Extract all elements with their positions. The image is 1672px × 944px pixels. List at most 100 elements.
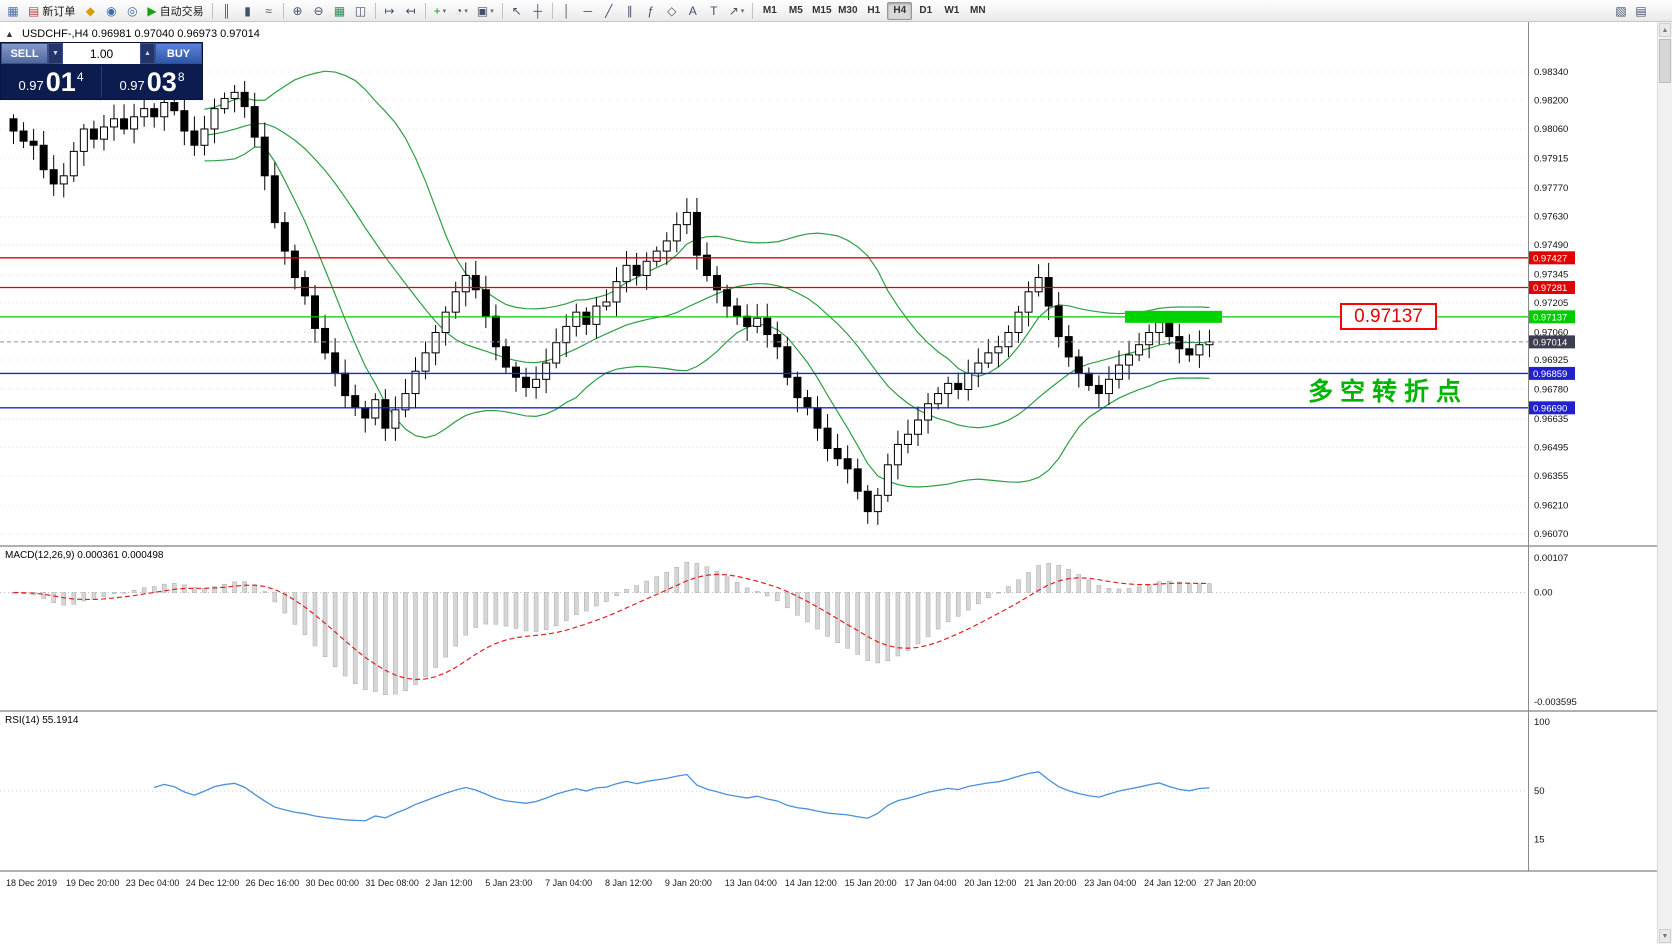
candlestick-chart-icon[interactable]: ▮ — [244, 3, 251, 18]
toolbar-separator — [211, 2, 213, 19]
shapes-icon[interactable]: ◇ — [667, 3, 677, 18]
date-label: 18 Dec 2019 — [6, 878, 58, 888]
vertical-scrollbar[interactable]: ▲ ▼ — [1657, 22, 1672, 944]
svg-text:0.97427: 0.97427 — [1533, 253, 1567, 264]
timeframe-m1[interactable]: M1 — [762, 5, 777, 16]
volume-input[interactable]: 1.00 — [63, 43, 140, 64]
arrows-icon[interactable]: ↗ ▾ — [728, 3, 745, 18]
svg-text:0.98060: 0.98060 — [1534, 124, 1568, 135]
zoom-out-icon[interactable]: ⊖ — [313, 3, 324, 18]
panel-separator[interactable] — [0, 545, 1672, 547]
price-callout-label[interactable]: 0.97137 — [1340, 303, 1437, 330]
scroll-up-icon[interactable]: ▲ — [1659, 23, 1671, 37]
svg-text:0.96925: 0.96925 — [1534, 355, 1568, 366]
svg-text:0.97490: 0.97490 — [1534, 240, 1568, 251]
new-chart-icon[interactable]: ▧ — [1615, 3, 1627, 18]
timeframe-m5[interactable]: M5 — [788, 5, 803, 16]
toolbar-separator — [501, 2, 503, 19]
date-label: 14 Jan 12:00 — [784, 878, 837, 888]
svg-text:0.97205: 0.97205 — [1534, 298, 1568, 309]
timeframe-m15[interactable]: M15 — [812, 5, 832, 16]
scrollbar-thumb[interactable] — [1659, 39, 1671, 83]
ohlc-values: 0.96981 0.97040 0.96973 0.97014 — [91, 28, 260, 40]
bollinger-middle[interactable] — [204, 123, 1210, 429]
timeframe-h1[interactable]: H1 — [867, 5, 881, 16]
panel-separator[interactable] — [0, 710, 1672, 712]
fibonacci-icon[interactable]: ƒ — [647, 3, 655, 18]
macd-indicator-label: MACD(12,26,9) 0.000361 0.000498 — [5, 550, 164, 561]
autotrade-button[interactable]: ▶ 自动交易 — [147, 3, 204, 18]
equidistant-channel-icon[interactable]: ∥ — [626, 3, 633, 18]
timeframe-w1[interactable]: W1 — [944, 5, 960, 16]
volume-increase-button[interactable]: ▲ — [140, 43, 155, 64]
scroll-down-icon[interactable]: ▼ — [1659, 929, 1671, 943]
horizontal-line-icon[interactable]: ─ — [583, 3, 592, 18]
date-label: 13 Jan 04:00 — [724, 878, 777, 888]
timeframe-m30[interactable]: M30 — [838, 5, 858, 16]
buy-price-pip: 8 — [177, 70, 185, 84]
one-click-collapse-icon[interactable]: ▲ — [5, 29, 14, 39]
svg-text:0.96210: 0.96210 — [1534, 501, 1568, 512]
timeframe-mn[interactable]: MN — [970, 5, 986, 16]
price-axis-tag — [1529, 310, 1575, 324]
turning-point-annotation[interactable]: 多空转折点 — [1308, 378, 1469, 406]
chart-profiles-icon[interactable]: ▤ — [1635, 3, 1647, 18]
grid-icon[interactable]: ▦ — [333, 3, 346, 18]
buy-price[interactable]: 0.97 03 8 — [102, 64, 202, 99]
auto-scroll-icon[interactable]: ↦ — [384, 3, 395, 18]
zoom-in-icon[interactable]: ⊕ — [292, 3, 303, 18]
toolbar-separator — [752, 2, 754, 19]
macd-signal-line — [13, 573, 1210, 681]
volume-decrease-button[interactable]: ▼ — [48, 43, 63, 64]
indicators-icon[interactable]: + ▾ — [433, 3, 447, 18]
crosshair-icon[interactable]: ┼ — [533, 3, 542, 18]
svg-text:0.00: 0.00 — [1534, 588, 1553, 599]
buy-button[interactable]: BUY — [155, 43, 202, 64]
templates-icon[interactable]: ▣ ▾ — [476, 3, 494, 18]
new-order-button[interactable]: ▤ 新订单 — [28, 3, 76, 18]
sell-price[interactable]: 0.97 01 4 — [1, 64, 101, 99]
date-label: 5 Jan 23:00 — [485, 878, 533, 888]
macd-panel[interactable]: 0.00107 0.00 -0.003595 — [0, 547, 1672, 710]
main-toolbar: ▦ ▤ 新订单 ◆ ◉ ◎ ▶ 自动交易 ║ ▮ ≈ ⊕ ⊖ ▦ ◫ ↦ ↤ + ▾ ◔ ▾ ▣ ▾ ↖ ┼ │ ─ ╱ ∥ ƒ ◇ A T ↗ ▾… — [0, 0, 1672, 22]
svg-text:0.97770: 0.97770 — [1534, 183, 1568, 194]
chart-header: ▲ USDCHF-,H4 0.96981 0.97040 0.96973 0.9… — [5, 28, 260, 40]
svg-text:0.96690: 0.96690 — [1533, 403, 1567, 414]
vertical-line-icon[interactable]: │ — [562, 3, 571, 18]
line-chart-icon[interactable]: ≈ — [265, 3, 272, 18]
text-icon[interactable]: A — [688, 3, 697, 18]
timeframe-h4[interactable]: H4 — [887, 1, 913, 20]
highlight-rectangle[interactable] — [1125, 310, 1222, 323]
chart-shift-icon[interactable]: ↤ — [405, 3, 416, 18]
bollinger-upper[interactable] — [204, 70, 1210, 378]
svg-text:0.96495: 0.96495 — [1534, 443, 1568, 454]
toolbar-separator — [282, 2, 284, 19]
terminal-icon[interactable]: ▦ — [7, 3, 19, 18]
date-label: 17 Jan 04:00 — [904, 878, 957, 888]
buy-price-prefix: 0.97 — [119, 78, 145, 93]
text-label-icon[interactable]: T — [710, 3, 718, 18]
cursor-icon[interactable]: ↖ — [511, 3, 522, 18]
data-window-icon[interactable]: ◉ — [106, 3, 117, 18]
toolbar-separator — [424, 2, 426, 19]
svg-text:0.97345: 0.97345 — [1534, 270, 1568, 281]
tile-windows-icon[interactable]: ◫ — [354, 3, 367, 18]
sell-button[interactable]: SELL — [1, 43, 48, 64]
date-label: 30 Dec 00:00 — [305, 878, 360, 888]
date-label: 21 Jan 20:00 — [1024, 878, 1077, 888]
periods-icon[interactable]: ◔ ▾ — [455, 3, 468, 18]
chart-window: ▲ USDCHF-,H4 0.96981 0.97040 0.96973 0.9… — [0, 22, 1672, 944]
price-axis-separator — [1528, 22, 1529, 871]
price-chart-panel[interactable]: 0.98340 0.98200 0.98060 0.97915 0.97770 0.976… — [0, 22, 1672, 545]
bollinger-lower[interactable] — [204, 146, 1210, 488]
date-label: 26 Dec 16:00 — [245, 878, 300, 888]
trendline-icon[interactable]: ╱ — [605, 3, 613, 18]
bar-chart-icon[interactable]: ║ — [222, 3, 231, 18]
price-axis-tag — [1529, 251, 1575, 265]
market-watch-icon[interactable]: ◎ — [127, 3, 138, 18]
rsi-panel[interactable]: 100 50 15 — [0, 712, 1672, 870]
svg-text:0.97915: 0.97915 — [1534, 153, 1568, 164]
toolbar-separator — [374, 2, 376, 19]
timeframe-d1[interactable]: D1 — [919, 5, 933, 16]
alerts-icon[interactable]: ◆ — [85, 3, 95, 18]
